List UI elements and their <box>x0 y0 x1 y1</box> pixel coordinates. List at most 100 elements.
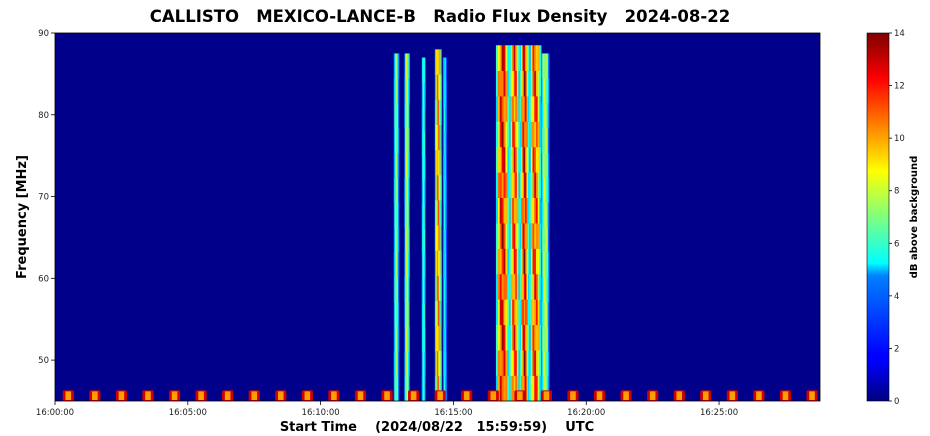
burst-cell <box>541 202 543 228</box>
burst-cell <box>422 204 423 230</box>
burst-cell <box>505 45 508 71</box>
burst-cell <box>545 351 548 377</box>
burst-cell <box>522 45 525 71</box>
burst-cell <box>539 223 542 249</box>
burst-cell <box>495 197 499 224</box>
burst-cell <box>446 155 448 181</box>
burst-cell <box>445 57 447 83</box>
burst-cell <box>440 225 442 251</box>
burst-cell <box>439 99 441 126</box>
rfi-pulse-core <box>517 391 523 400</box>
burst-cell <box>529 248 532 275</box>
burst-cell <box>446 229 448 255</box>
burst-cell <box>407 227 409 253</box>
burst-cell <box>395 127 398 154</box>
burst-cell <box>501 121 504 148</box>
colorbar-tick-label: 0 <box>894 397 899 407</box>
burst-cell <box>397 252 399 278</box>
burst-cell <box>404 351 406 377</box>
burst-cell <box>423 155 425 181</box>
burst-cell <box>394 177 396 203</box>
burst-cell <box>495 121 499 148</box>
burst-cell <box>543 177 545 203</box>
burst-cell <box>440 275 442 301</box>
burst-cell <box>421 302 423 328</box>
burst-cell <box>537 197 540 224</box>
burst-cell <box>398 127 400 154</box>
burst-cell <box>437 149 439 176</box>
x-tick-label: 16:25:00 <box>700 408 738 418</box>
x-tick-label: 16:15:00 <box>434 408 472 418</box>
burst-cell <box>440 174 442 201</box>
burst-cell <box>396 351 398 377</box>
burst-cell <box>516 45 519 71</box>
burst-cell <box>503 350 506 376</box>
burst-cell <box>393 326 395 352</box>
burst-cell <box>522 172 525 199</box>
burst-cell <box>513 324 516 351</box>
burst-cell <box>525 223 527 249</box>
burst-cell <box>497 121 501 148</box>
burst-cell <box>535 375 538 402</box>
burst-cell <box>398 202 400 228</box>
burst-cell <box>515 146 518 173</box>
burst-cell <box>444 351 446 377</box>
burst-cell <box>422 278 423 304</box>
burst-cell <box>518 299 521 326</box>
burst-cell <box>442 204 444 230</box>
burst-cell <box>537 324 540 351</box>
burst-cell <box>509 146 512 173</box>
burst-cell <box>437 325 439 352</box>
burst-cell <box>444 376 446 402</box>
burst-cell <box>501 70 504 97</box>
burst-cell <box>546 276 549 302</box>
burst-cell <box>530 96 533 122</box>
burst-cell <box>394 301 396 327</box>
burst-cell <box>505 248 508 275</box>
burst-cell <box>445 155 446 181</box>
burst-cell <box>394 103 396 129</box>
burst-cell <box>542 177 544 203</box>
colorbar-tick-label: 12 <box>894 82 905 92</box>
burst-cell <box>406 78 408 104</box>
burst-cell <box>513 45 516 71</box>
burst-cell <box>512 273 515 300</box>
x-tick-label: 16:05:00 <box>169 408 207 418</box>
burst-cell <box>434 325 437 352</box>
burst-cell <box>501 248 504 275</box>
burst-cell <box>395 276 398 302</box>
burst-cell <box>393 53 395 79</box>
burst-cell <box>440 350 442 377</box>
burst-cell <box>439 225 441 251</box>
burst-cell <box>407 127 409 154</box>
burst-cell <box>519 375 522 402</box>
burst-cell <box>547 301 550 327</box>
burst-cell <box>422 204 424 230</box>
burst-cell <box>525 248 527 275</box>
burst-cell <box>501 350 504 376</box>
burst-cell <box>534 172 537 199</box>
burst-cell <box>516 121 519 148</box>
burst-cell <box>398 326 400 352</box>
burst-cell <box>394 78 396 104</box>
burst-cell <box>405 152 407 178</box>
burst-cell <box>503 70 506 97</box>
burst-cell <box>513 248 516 275</box>
burst-cell <box>445 82 446 107</box>
burst-cell <box>445 155 447 181</box>
burst-cell <box>530 146 533 173</box>
colorbar-tick-label: 10 <box>894 134 905 144</box>
burst-cell <box>423 82 425 107</box>
burst-cell <box>525 375 527 402</box>
burst-cell <box>505 197 508 224</box>
burst-cell <box>516 324 519 351</box>
rfi-pulse-core <box>543 391 550 400</box>
burst-cell <box>404 301 406 327</box>
burst-cell <box>439 174 441 201</box>
burst-cell <box>437 275 439 301</box>
x-axis-ticks: 16:00:00 16:05:00 16:10:00 16:15:00 16:20:00… <box>36 401 738 418</box>
burst-cell <box>505 172 508 199</box>
burst-cell <box>509 45 512 71</box>
burst-cell <box>405 227 407 253</box>
burst-cell <box>512 146 515 173</box>
